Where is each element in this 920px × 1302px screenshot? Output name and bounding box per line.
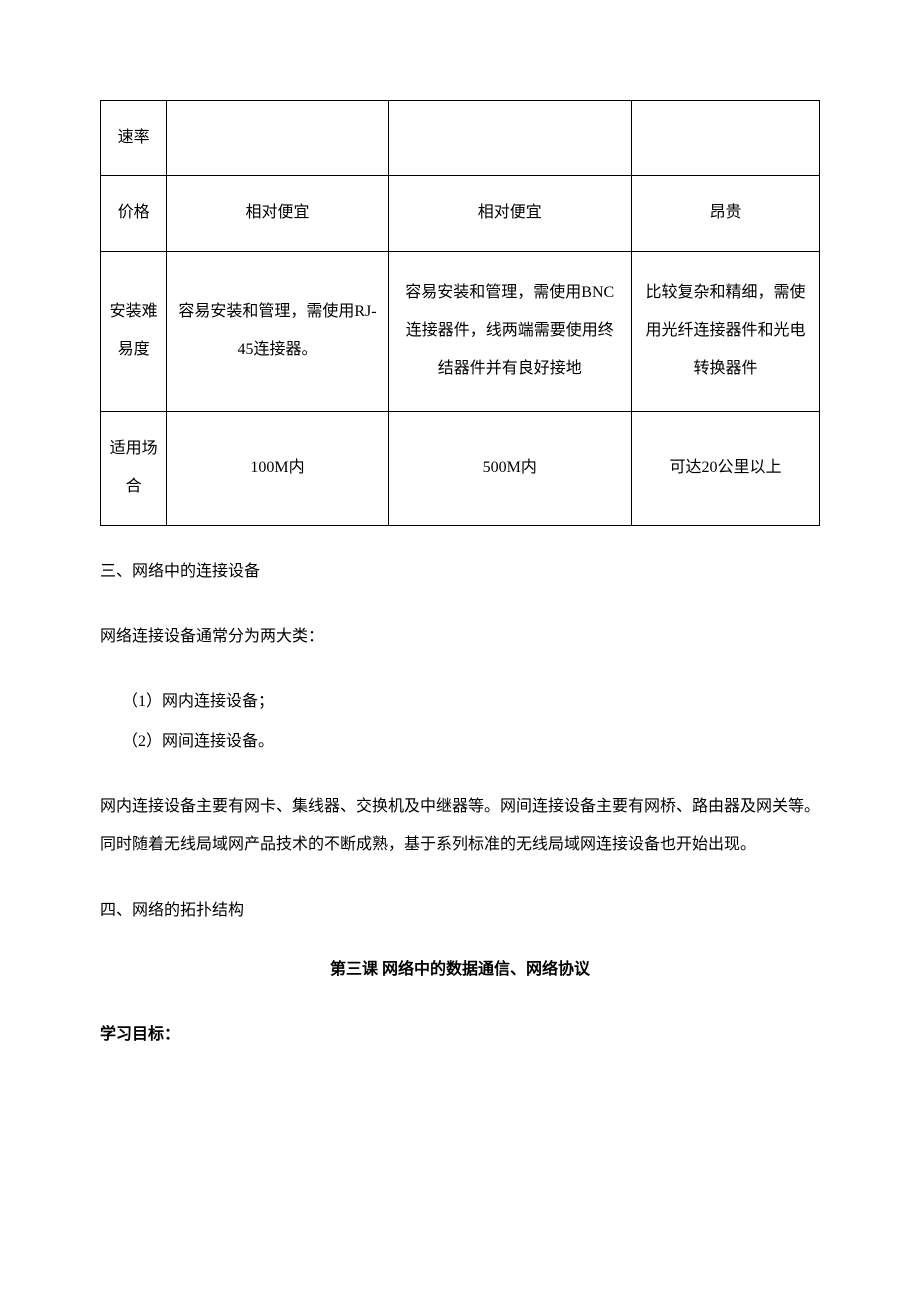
cell-install-col2: 容易安装和管理，需使用BNC连接器件，线两端需要使用终结器件并有良好接地	[388, 251, 631, 411]
lesson-title: 第三课 网络中的数据通信、网络协议	[100, 957, 820, 983]
cell-install-col1: 容易安装和管理，需使用RJ-45连接器。	[167, 251, 388, 411]
cell-speed-col2	[388, 101, 631, 176]
cell-usage-col1: 100M内	[167, 411, 388, 525]
cell-usage-col2: 500M内	[388, 411, 631, 525]
cell-install-col3: 比较复杂和精细，需使用光纤连接器件和光电转换器件	[631, 251, 819, 411]
row-header-install: 安装难易度	[101, 251, 167, 411]
cell-price-col2: 相对便宜	[388, 176, 631, 251]
cell-speed-col3	[631, 101, 819, 176]
comparison-table: 速率 价格 相对便宜 相对便宜 昂贵 安装难易度 容易安装和管理，需使用RJ-4…	[100, 100, 820, 526]
row-header-speed: 速率	[101, 101, 167, 176]
table-row: 适用场合 100M内 500M内 可达20公里以上	[101, 411, 820, 525]
objective-label: 学习目标：	[100, 1022, 820, 1048]
row-header-usage: 适用场合	[101, 411, 167, 525]
cell-usage-col3: 可达20公里以上	[631, 411, 819, 525]
section-3-intro: 网络连接设备通常分为两大类：	[100, 618, 820, 656]
row-header-price: 价格	[101, 176, 167, 251]
section-4-heading: 四、网络的拓扑结构	[100, 895, 820, 927]
section-3-body: 网内连接设备主要有网卡、集线器、交换机及中继器等。网间连接设备主要有网桥、路由器…	[100, 788, 820, 865]
cell-speed-col1	[167, 101, 388, 176]
section-3-heading: 三、网络中的连接设备	[100, 556, 820, 588]
table-row: 安装难易度 容易安装和管理，需使用RJ-45连接器。 容易安装和管理，需使用BN…	[101, 251, 820, 411]
table-row: 速率	[101, 101, 820, 176]
list-item-2: （2）网间连接设备。	[122, 726, 820, 758]
cell-price-col1: 相对便宜	[167, 176, 388, 251]
list-item-1: （1）网内连接设备；	[122, 686, 820, 718]
table-row: 价格 相对便宜 相对便宜 昂贵	[101, 176, 820, 251]
cell-price-col3: 昂贵	[631, 176, 819, 251]
